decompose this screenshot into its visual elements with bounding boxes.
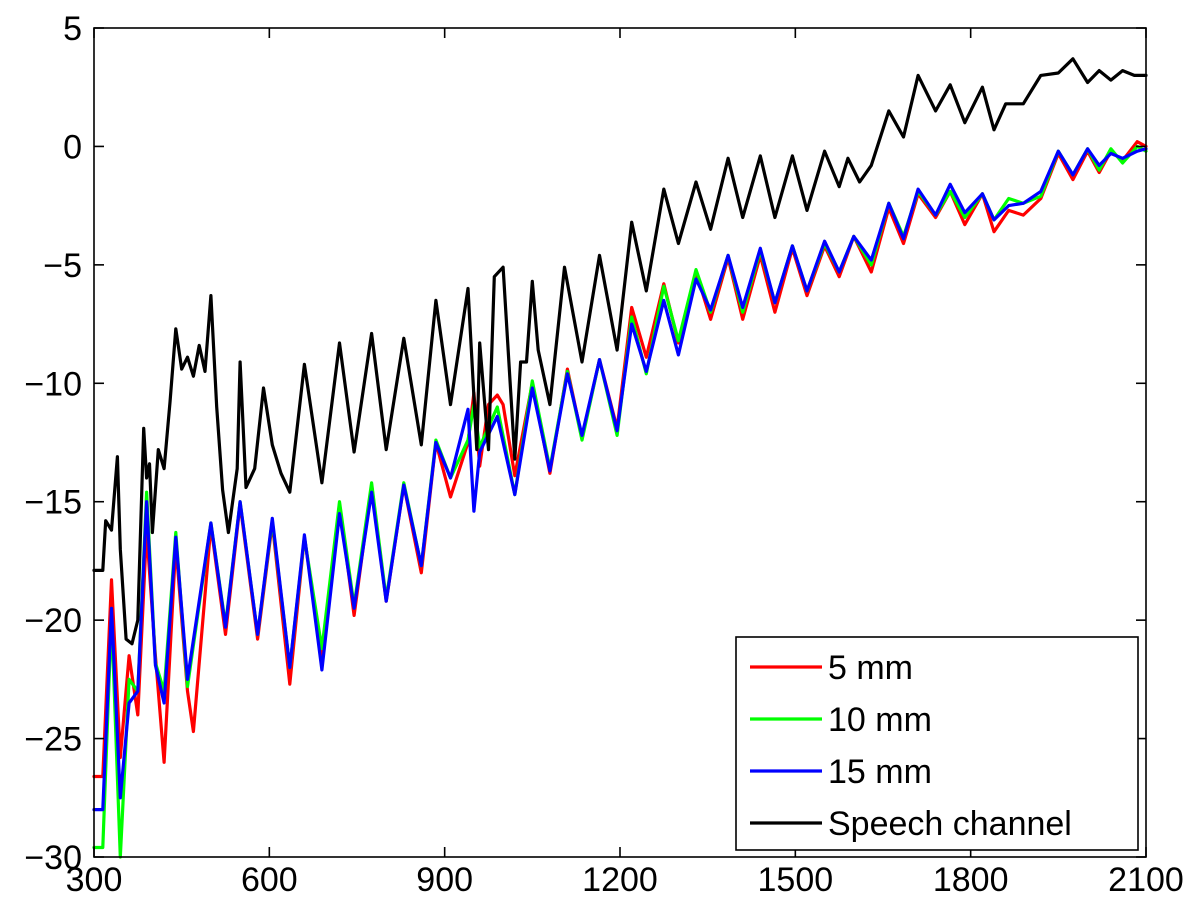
legend-label-3: Speech channel <box>828 805 1072 843</box>
ticks-layer <box>93 27 1147 858</box>
x-tick-label: 1200 <box>582 861 658 899</box>
legend: 5 mm 10 mm 15 mm Speech channel <box>735 636 1139 851</box>
legend-box <box>735 636 1139 851</box>
legend-label-2: 15 mm <box>828 753 932 791</box>
y-tick-label: −25 <box>24 721 82 759</box>
x-tick-label: 1800 <box>933 861 1009 899</box>
x-tick-label: 300 <box>66 861 123 899</box>
x-tick-label: 2100 <box>1108 861 1184 899</box>
x-tick-label: 600 <box>241 861 298 899</box>
series-line-3 <box>92 57 1148 646</box>
series-layer <box>92 57 1148 859</box>
legend-label-1: 10 mm <box>828 701 932 739</box>
y-tick-label: −5 <box>43 247 82 285</box>
y-tick-label: −10 <box>24 365 82 403</box>
series-line-2 <box>92 147 1148 812</box>
legend-label-0: 5 mm <box>828 649 913 687</box>
y-tick-label: −30 <box>24 839 82 877</box>
tick-labels: 300 600 900 1200 1500 1800 2100 5 0 −5 −10 −15 −20 −2… <box>24 10 1184 899</box>
x-tick-label: 1500 <box>758 861 834 899</box>
y-tick-label: 0 <box>63 128 82 166</box>
y-tick-label: −20 <box>24 602 82 640</box>
y-tick-label: −15 <box>24 484 82 522</box>
x-tick-label: 900 <box>416 861 473 899</box>
y-tick-label: 5 <box>63 10 82 48</box>
